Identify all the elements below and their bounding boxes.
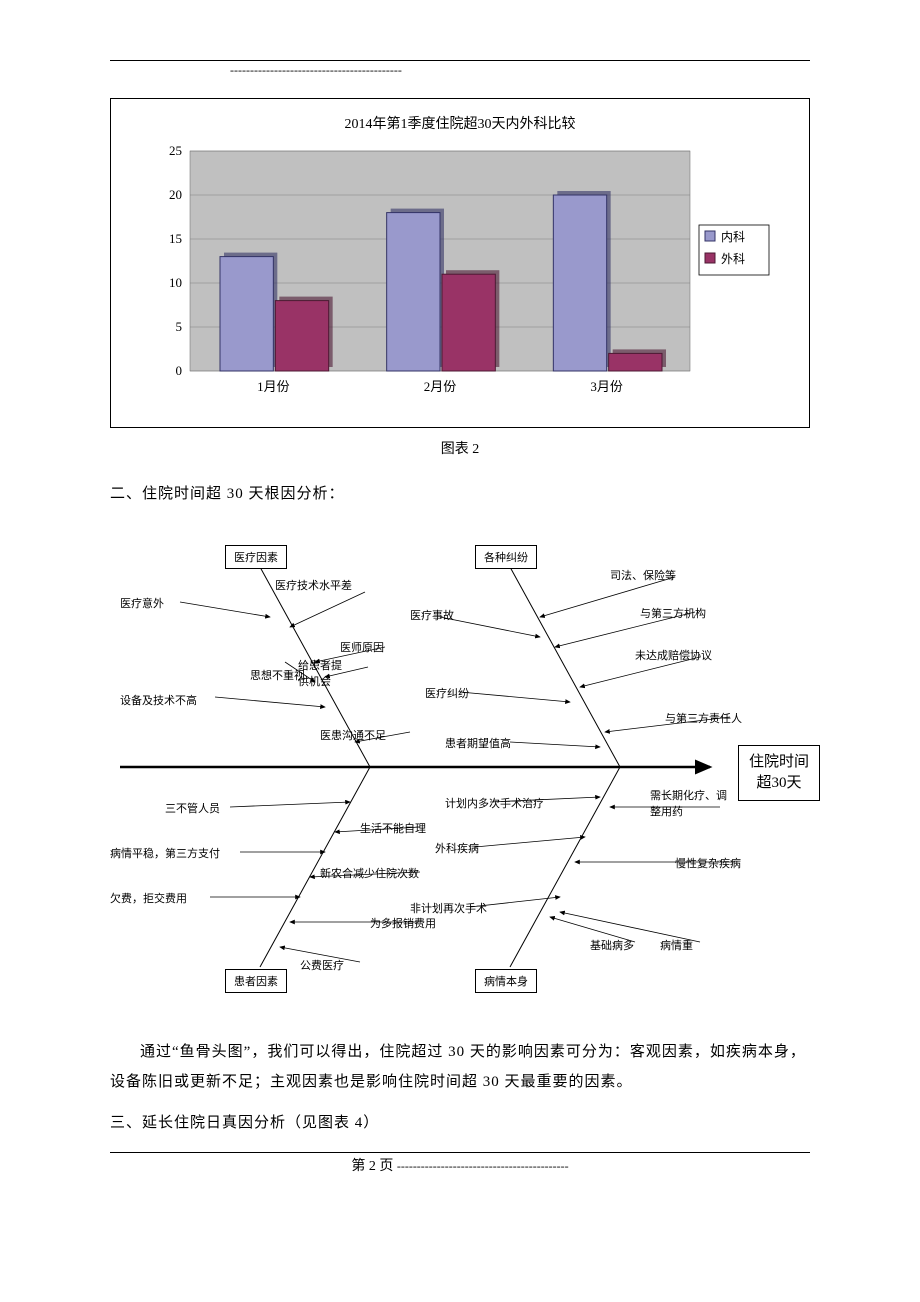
fishbone-diagram: 医疗因素 各种纠纷 患者因素 病情本身 住院时间超30天 医疗意外 医疗技术水平… — [110, 517, 810, 1017]
chart-title: 2014年第1季度住院超30天内外科比较 — [121, 113, 799, 133]
fb-d7: 病情重 — [660, 937, 693, 953]
fb-c7: 公费医疗 — [300, 957, 344, 973]
fb-d6: 基础病多 — [590, 937, 634, 953]
fb-d5: 非计划再次手术 — [410, 900, 487, 916]
chart-svg: 0 5 10 15 20 25 1月份 2月份 3月份 内科外科 — [121, 141, 799, 401]
top-rule — [110, 60, 810, 61]
fb-d4: 慢性复杂疾病 — [675, 855, 741, 871]
fb-b2: 与第三方机构 — [640, 605, 706, 621]
document-page: ----------------------------------------… — [0, 0, 920, 1215]
fb-result-l2: 超30天 — [756, 775, 801, 791]
fb-c6: 为多报销费用 — [370, 915, 436, 931]
fb-a5: 给患者提供机会 — [298, 657, 348, 689]
fb-d2: 需长期化疗、调整用药 — [650, 787, 730, 819]
bar-chart-frame: 2014年第1季度住院超30天内外科比较 0 5 10 15 20 25 1月份 2月份 3月份… — [110, 98, 810, 428]
fb-c1: 三不管人员 — [165, 800, 220, 816]
footer-rule — [110, 1152, 810, 1153]
footer-right-dash: ----------------------------------------… — [397, 1159, 569, 1173]
chart-caption: 图表 2 — [110, 438, 810, 458]
fb-box-medical: 医疗因素 — [225, 545, 287, 569]
fb-c4: 新农合减少住院次数 — [320, 865, 419, 881]
fb-c5: 欠费，拒交费用 — [110, 890, 187, 906]
svg-text:10: 10 — [169, 275, 182, 290]
svg-text:内科: 内科 — [721, 230, 745, 244]
svg-text:25: 25 — [169, 143, 182, 158]
svg-text:2月份: 2月份 — [424, 379, 457, 394]
fb-a3: 医师原因 — [340, 639, 384, 655]
fb-box-patient: 患者因素 — [225, 969, 287, 993]
fb-a4: 思想不重视 — [250, 667, 290, 683]
fb-b3: 医疗事故 — [410, 607, 454, 623]
fb-a1: 医疗意外 — [120, 595, 164, 611]
svg-text:20: 20 — [169, 187, 182, 202]
fishbone-svg — [110, 517, 810, 1017]
body-paragraph: 通过“鱼骨头图”，我们可以得出，住院超过 30 天的影响因素可分为：客观因素，如… — [110, 1037, 810, 1097]
fb-b6: 与第三方责任人 — [665, 710, 742, 726]
section-3-title: 三、延长住院日真因分析（见图表 4） — [110, 1111, 810, 1132]
fb-a6: 设备及技术不高 — [120, 692, 197, 708]
fb-d1: 计划内多次手术治疗 — [445, 795, 544, 811]
page-footer: 第 2 页 ----------------------------------… — [110, 1152, 810, 1175]
fb-a7: 医患沟通不足 — [320, 727, 386, 743]
fb-c3: 病情平稳，第三方支付 — [110, 845, 220, 861]
fb-box-dispute: 各种纠纷 — [475, 545, 537, 569]
top-dashes: ----------------------------------------… — [110, 63, 810, 78]
fb-b4: 未达成赔偿协议 — [635, 647, 712, 663]
svg-text:1月份: 1月份 — [257, 379, 290, 394]
page-number: 第 2 页 — [351, 1159, 393, 1174]
fb-b7: 患者期望值高 — [445, 735, 511, 751]
fb-result-box: 住院时间超30天 — [738, 745, 820, 801]
fb-result-l1: 住院时间 — [749, 754, 809, 770]
svg-text:3月份: 3月份 — [590, 379, 623, 394]
chart-plot-area: 0 5 10 15 20 25 1月份 2月份 3月份 内科外科 — [121, 141, 799, 401]
fb-box-disease: 病情本身 — [475, 969, 537, 993]
fb-b1: 司法、保险等 — [610, 567, 676, 583]
section-2-title: 二、住院时间超 30 天根因分析： — [110, 482, 810, 503]
fb-a2: 医疗技术水平差 — [275, 577, 352, 593]
svg-text:0: 0 — [176, 363, 183, 378]
svg-text:5: 5 — [176, 319, 183, 334]
fb-c2: 生活不能自理 — [360, 820, 426, 836]
fb-b5: 医疗纠纷 — [425, 685, 469, 701]
svg-text:15: 15 — [169, 231, 182, 246]
svg-text:外科: 外科 — [721, 252, 745, 266]
fb-d3: 外科疾病 — [435, 840, 479, 856]
